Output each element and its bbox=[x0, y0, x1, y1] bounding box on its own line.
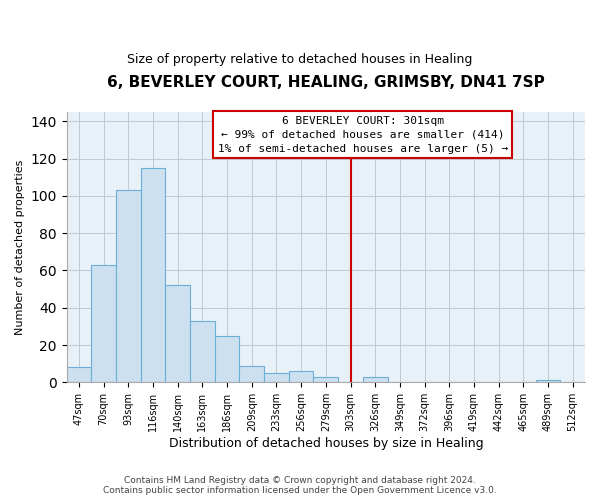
Bar bbox=[91, 265, 116, 382]
X-axis label: Distribution of detached houses by size in Healing: Distribution of detached houses by size … bbox=[169, 437, 483, 450]
Text: 6 BEVERLEY COURT: 301sqm
← 99% of detached houses are smaller (414)
1% of semi-d: 6 BEVERLEY COURT: 301sqm ← 99% of detach… bbox=[218, 116, 508, 154]
Bar bbox=[190, 321, 215, 382]
Bar bbox=[215, 336, 239, 382]
Bar bbox=[116, 190, 141, 382]
Y-axis label: Number of detached properties: Number of detached properties bbox=[15, 160, 25, 335]
Bar bbox=[363, 377, 388, 382]
Bar bbox=[264, 373, 289, 382]
Bar bbox=[166, 286, 190, 382]
Bar bbox=[313, 377, 338, 382]
Text: Size of property relative to detached houses in Healing: Size of property relative to detached ho… bbox=[127, 52, 473, 66]
Title: 6, BEVERLEY COURT, HEALING, GRIMSBY, DN41 7SP: 6, BEVERLEY COURT, HEALING, GRIMSBY, DN4… bbox=[107, 75, 545, 90]
Bar bbox=[239, 366, 264, 382]
Bar bbox=[289, 371, 313, 382]
Text: Contains HM Land Registry data © Crown copyright and database right 2024.
Contai: Contains HM Land Registry data © Crown c… bbox=[103, 476, 497, 495]
Bar bbox=[141, 168, 166, 382]
Bar bbox=[67, 368, 91, 382]
Bar bbox=[536, 380, 560, 382]
